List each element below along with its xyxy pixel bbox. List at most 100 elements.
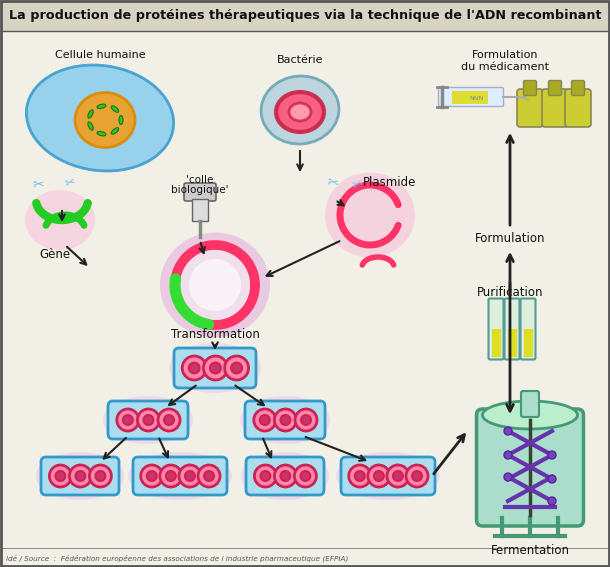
Circle shape: [166, 471, 176, 481]
FancyBboxPatch shape: [565, 89, 591, 127]
Ellipse shape: [261, 76, 339, 144]
FancyBboxPatch shape: [245, 401, 325, 439]
Circle shape: [548, 451, 556, 459]
Circle shape: [210, 363, 221, 374]
Ellipse shape: [111, 106, 119, 112]
Circle shape: [295, 465, 317, 487]
Circle shape: [504, 473, 512, 481]
Circle shape: [203, 356, 228, 380]
Circle shape: [189, 259, 241, 311]
Ellipse shape: [128, 452, 232, 500]
Text: ✂: ✂: [325, 175, 339, 191]
FancyBboxPatch shape: [133, 457, 227, 495]
Text: idé / Source  :  Fédération européenne des associations de l industrie pharmaceu: idé / Source : Fédération européenne des…: [6, 555, 348, 562]
Bar: [508, 329, 517, 357]
Circle shape: [281, 471, 290, 481]
FancyBboxPatch shape: [476, 409, 584, 526]
Circle shape: [274, 465, 296, 487]
Ellipse shape: [36, 452, 124, 500]
Ellipse shape: [289, 103, 311, 121]
Ellipse shape: [25, 190, 95, 250]
Circle shape: [189, 363, 199, 374]
Circle shape: [175, 245, 255, 325]
Ellipse shape: [97, 104, 106, 108]
Text: ✂: ✂: [351, 177, 365, 193]
Ellipse shape: [336, 452, 440, 500]
Ellipse shape: [111, 128, 119, 134]
FancyBboxPatch shape: [542, 89, 568, 127]
Text: biologique': biologique': [171, 185, 229, 195]
Circle shape: [368, 465, 390, 487]
Circle shape: [198, 465, 220, 487]
Circle shape: [56, 471, 65, 481]
Bar: [523, 329, 533, 357]
FancyBboxPatch shape: [41, 457, 119, 495]
Ellipse shape: [483, 401, 578, 429]
Text: Gène: Gène: [40, 248, 71, 261]
Circle shape: [412, 471, 422, 481]
Circle shape: [137, 409, 159, 431]
Circle shape: [158, 409, 180, 431]
Circle shape: [504, 451, 512, 459]
FancyBboxPatch shape: [521, 391, 539, 417]
Circle shape: [141, 465, 163, 487]
Ellipse shape: [88, 122, 93, 130]
Circle shape: [164, 415, 174, 425]
Bar: [192, 199, 208, 221]
Ellipse shape: [241, 452, 329, 500]
Text: Fermentation: Fermentation: [490, 544, 570, 556]
Circle shape: [90, 465, 112, 487]
Circle shape: [301, 415, 311, 425]
Circle shape: [143, 415, 153, 425]
Circle shape: [147, 471, 157, 481]
Ellipse shape: [240, 396, 330, 444]
Text: Bactérie: Bactérie: [277, 55, 323, 65]
Circle shape: [355, 471, 365, 481]
FancyBboxPatch shape: [341, 457, 435, 495]
Circle shape: [76, 471, 85, 481]
FancyBboxPatch shape: [174, 348, 256, 388]
Circle shape: [281, 415, 290, 425]
FancyBboxPatch shape: [520, 298, 536, 359]
Text: Plasmide: Plasmide: [364, 176, 417, 188]
Circle shape: [160, 465, 182, 487]
Bar: [452, 91, 488, 104]
Text: NNN: NNN: [469, 95, 483, 100]
Ellipse shape: [169, 343, 261, 393]
Circle shape: [295, 409, 317, 431]
Text: Formulation: Formulation: [475, 231, 545, 244]
Circle shape: [49, 465, 71, 487]
Text: Purification: Purification: [477, 286, 544, 299]
Text: du médicament: du médicament: [461, 62, 549, 72]
Circle shape: [254, 409, 276, 431]
Ellipse shape: [276, 92, 324, 132]
FancyBboxPatch shape: [184, 183, 216, 201]
Circle shape: [117, 409, 139, 431]
Circle shape: [179, 465, 201, 487]
Circle shape: [204, 471, 214, 481]
Text: Cellule humaine: Cellule humaine: [55, 50, 145, 60]
Circle shape: [70, 465, 92, 487]
FancyBboxPatch shape: [517, 89, 543, 127]
Circle shape: [231, 363, 242, 374]
FancyBboxPatch shape: [439, 87, 503, 107]
FancyBboxPatch shape: [504, 298, 520, 359]
Circle shape: [393, 471, 403, 481]
Circle shape: [95, 471, 106, 481]
Text: 'colle: 'colle: [186, 175, 213, 185]
Circle shape: [274, 409, 296, 431]
Ellipse shape: [325, 172, 415, 257]
Ellipse shape: [97, 132, 106, 136]
Circle shape: [548, 475, 556, 483]
Ellipse shape: [160, 232, 270, 337]
Text: La production de protéines thérapeutiques via la technique de l'ADN recombinant: La production de protéines thérapeutique…: [9, 10, 601, 23]
Circle shape: [548, 497, 556, 505]
Ellipse shape: [88, 110, 93, 118]
Ellipse shape: [103, 396, 193, 444]
FancyBboxPatch shape: [523, 81, 537, 95]
Circle shape: [123, 415, 133, 425]
Circle shape: [254, 465, 276, 487]
Ellipse shape: [75, 92, 135, 147]
FancyBboxPatch shape: [246, 457, 324, 495]
Circle shape: [504, 427, 512, 435]
